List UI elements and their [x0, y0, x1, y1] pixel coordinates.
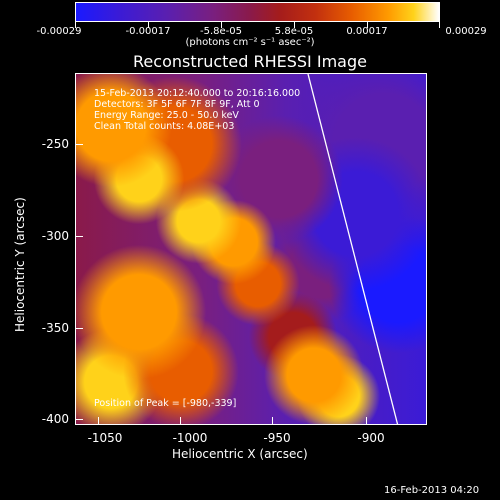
colorbar-tick — [221, 22, 222, 28]
x-tick-label: -1050 — [87, 431, 123, 445]
x-tick — [98, 417, 99, 425]
y-tick — [75, 328, 83, 329]
y-tick — [75, 236, 83, 237]
footer-timestamp: 16-Feb-2013 04:20 — [384, 485, 480, 496]
y-tick — [75, 419, 83, 420]
colorbar-tick-label: -5.8e-05 — [200, 26, 242, 37]
info-time: 15-Feb-2013 20:12:40.000 to 20:16:16.000 — [94, 88, 301, 99]
colorbar-tick-label: 5.8e-05 — [274, 26, 314, 37]
colorbar — [75, 2, 440, 22]
info-peak: Position of Peak = [-980,-339] — [94, 398, 237, 409]
colorbar-tick-label: -0.00029 — [36, 26, 82, 37]
y-axis-label: Heliocentric Y (arcsec) — [13, 197, 27, 332]
colorbar-tick-label: 0.00029 — [445, 26, 487, 37]
y-tick-label: -400 — [41, 412, 69, 426]
y-tick-label: -350 — [41, 321, 69, 335]
info-energy: Energy Range: 25.0 - 50.0 keV — [94, 110, 239, 121]
x-tick — [180, 417, 181, 425]
colorbar-tick — [148, 22, 149, 28]
y-tick — [75, 144, 83, 145]
colorbar-tick-label: 0.00017 — [346, 26, 388, 37]
y-tick-label: -250 — [41, 137, 69, 151]
solar-limb-line — [307, 74, 399, 424]
x-tick-label: -900 — [357, 431, 385, 445]
colorbar-tick — [75, 22, 76, 28]
x-tick — [272, 417, 273, 425]
colorbar-tick-label: -0.00017 — [125, 26, 171, 37]
y-tick-label: -300 — [41, 229, 69, 243]
colorbar-unit-label: (photons cm⁻² s⁻¹ asec⁻²) — [185, 37, 315, 48]
info-clean: Clean Total counts: 4.08E+03 — [94, 121, 235, 132]
colorbar-tick — [439, 22, 440, 28]
x-axis-label: Heliocentric X (arcsec) — [172, 447, 308, 461]
rhessi-image: 15-Feb-2013 20:12:40.000 to 20:16:16.000… — [75, 73, 427, 425]
image-map — [76, 74, 426, 424]
plot-title: Reconstructed RHESSI Image — [133, 52, 367, 71]
x-tick-label: -1000 — [172, 431, 208, 445]
colorbar-tick — [367, 22, 368, 28]
x-tick-label: -950 — [263, 431, 291, 445]
colorbar-tick — [294, 22, 295, 28]
x-tick — [366, 417, 367, 425]
info-detectors: Detectors: 3F 5F 6F 7F 8F 9F, Att 0 — [94, 99, 260, 110]
